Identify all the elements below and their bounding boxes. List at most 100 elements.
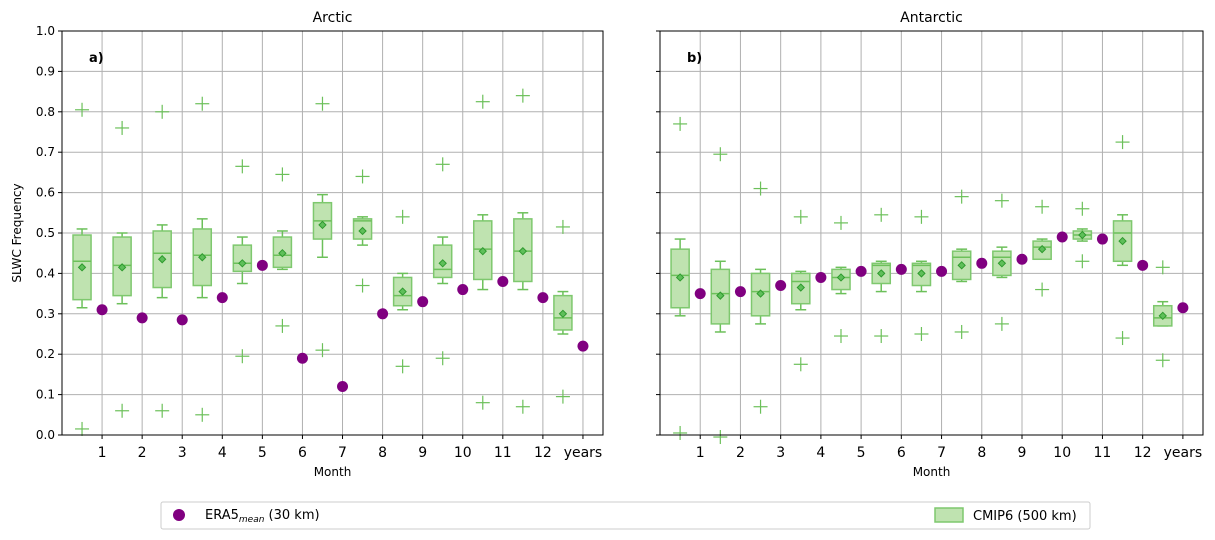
cmip6-outlier-marker (395, 209, 410, 224)
arctic-title: Arctic (313, 10, 353, 26)
legend: ERA5mean (30 km) CMIP6 (500 km) (160, 501, 1091, 530)
cmip6-outlier-marker (555, 389, 570, 404)
antarctic-xlabel: Month (913, 465, 951, 479)
cmip6-mean-marker (716, 291, 725, 300)
cmip6-mean-marker (398, 287, 407, 296)
arctic-ytick-label: 0.2 (36, 347, 55, 361)
cmip6-mean-marker (438, 259, 447, 268)
arctic-cmip6-box-2 (112, 120, 132, 418)
arctic-era5-point-2 (136, 312, 148, 324)
cmip6-outlier-marker (195, 407, 210, 422)
antarctic-cmip6-box-years (1152, 260, 1173, 368)
antarctic-cmip6-box-8 (951, 189, 972, 339)
antarctic-era5-point-1 (694, 288, 706, 300)
arctic-ytick-label: 0.7 (36, 145, 55, 159)
cmip6-outlier-marker (475, 94, 490, 109)
cmip6-outlier-marker (555, 219, 570, 234)
antarctic-cmip6-box-7 (911, 209, 932, 341)
cmip6-outlier-marker (1035, 199, 1050, 214)
cmip6-outlier-marker (355, 278, 370, 293)
antarctic-xtick-label: 10 (1053, 445, 1071, 461)
cmip6-mean-marker (157, 255, 167, 264)
cmip6-outlier-marker (155, 403, 170, 418)
arctic-xtick-label: 12 (534, 445, 552, 461)
antarctic-cmip6-box-9 (992, 193, 1012, 331)
cmip6-outlier-marker (275, 167, 290, 182)
antarctic-era5-point-9 (1016, 253, 1028, 265)
cmip6-outlier-marker (275, 318, 290, 333)
cmip6-outlier-marker (75, 102, 90, 117)
antarctic-cmip6-box-4 (790, 209, 811, 372)
cmip6-outlier-marker (753, 399, 768, 414)
antarctic-xtick-label: years (1164, 445, 1203, 461)
antarctic-era5-point-6 (895, 263, 907, 275)
arctic-ytick-label: 1.0 (36, 24, 55, 38)
arctic-cmip6-box-9 (392, 209, 413, 374)
arctic-ytick-label: 0.5 (36, 226, 55, 240)
cmip6-mean-marker (957, 261, 966, 270)
arctic-era5-point-7 (337, 381, 349, 393)
cmip6-outlier-marker (435, 351, 450, 366)
cmip6-outlier-marker (355, 169, 370, 184)
cmip6-outlier-marker (235, 159, 250, 174)
arctic-cmip6-box-6 (272, 167, 293, 333)
arctic-panel: 0.00.10.20.30.40.50.60.70.80.91.01 2 3 4 5 6 7… (10, 10, 604, 479)
antarctic-cmip6-box-10 (1032, 199, 1052, 297)
arctic-era5-point-5 (256, 259, 268, 271)
antarctic-xtick-label: 2 (736, 445, 745, 461)
legend-era5-marker (173, 509, 185, 521)
arctic-era5-point-10 (457, 284, 469, 296)
antarctic-era5-point-8 (976, 257, 988, 269)
legend-era5-label: ERA5mean (30 km) (205, 508, 320, 525)
arctic-xtick-label: 4 (218, 445, 227, 461)
arctic-cmip6-box-7 (312, 96, 333, 358)
cmip6-outlier-marker (515, 399, 530, 414)
antarctic-era5-point-11 (1096, 233, 1108, 245)
antarctic-xtick-label: 1 (696, 445, 705, 461)
antarctic-xtick-label: 11 (1094, 445, 1112, 461)
cmip6-outlier-marker (315, 96, 330, 111)
antarctic-era5-point-12 (1137, 259, 1149, 271)
arctic-xtick-label: 7 (338, 445, 347, 461)
arctic-axes-frame (61, 30, 604, 436)
antarctic-cmip6-box-6 (871, 207, 892, 344)
arctic-xtick-label: 10 (454, 445, 472, 461)
antarctic-panel-label: b) (687, 51, 702, 66)
antarctic-era5-point-5 (855, 265, 867, 277)
arctic-cmip6-box-4 (192, 96, 213, 422)
arctic-cmip6-box-11 (473, 94, 493, 410)
arctic-era5-point-6 (296, 352, 308, 364)
arctic-xtick-label: 9 (418, 445, 427, 461)
cmip6-mean-marker (917, 269, 926, 278)
cmip6-outlier-marker (834, 215, 848, 230)
cmip6-outlier-marker (475, 395, 490, 410)
arctic-ylabel: SLWC Frequency (10, 183, 24, 282)
cmip6-outlier-marker (115, 403, 130, 418)
legend-cmip6-label: CMIP6 (500 km) (973, 509, 1077, 524)
cmip6-outlier-marker (793, 357, 808, 372)
cmip6-outlier-marker (914, 327, 929, 341)
cmip6-mean-marker (997, 259, 1007, 268)
antarctic-era5-point-2 (734, 286, 746, 298)
cmip6-outlier-marker (874, 207, 889, 222)
arctic-cmip6-box-5 (232, 159, 253, 364)
cmip6-outlier-marker (75, 421, 90, 436)
arctic-ytick-label: 0.4 (36, 266, 55, 280)
antarctic-era5-point-3 (775, 280, 787, 292)
cmip6-outlier-marker (435, 157, 450, 172)
cmip6-mean-marker (117, 263, 127, 272)
antarctic-xtick-label: 5 (857, 445, 866, 461)
arctic-era5-point-11 (497, 275, 509, 287)
cmip6-outlier-marker (713, 430, 728, 445)
cmip6-mean-marker (756, 289, 765, 298)
antarctic-title: Antarctic (900, 10, 963, 26)
cmip6-outlier-marker (1155, 353, 1170, 368)
cmip6-box-body (232, 244, 253, 273)
antarctic-era5-point-4 (815, 271, 827, 283)
cmip6-outlier-marker (673, 116, 688, 131)
antarctic-xtick-label: 7 (937, 445, 946, 461)
arctic-ytick-label: 0.0 (36, 428, 55, 442)
arctic-xlabel: Month (314, 465, 352, 479)
